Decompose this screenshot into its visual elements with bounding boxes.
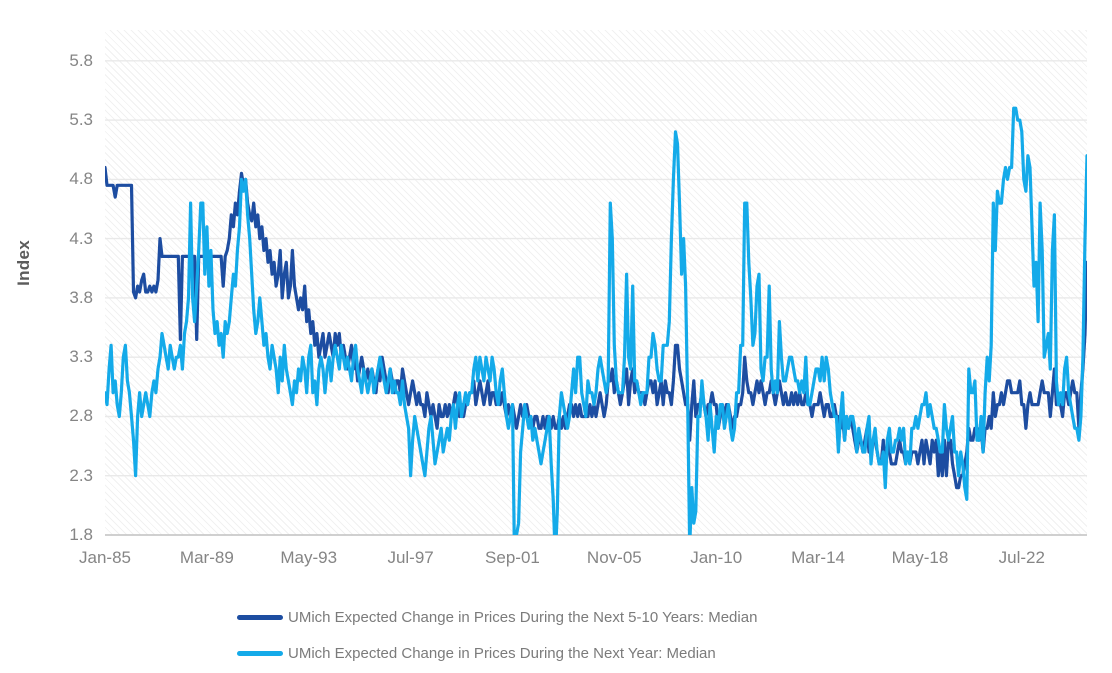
y-tick-label: 4.3 [69, 228, 93, 248]
y-tick-label: 1.8 [69, 525, 93, 544]
y-tick-label: 5.3 [69, 110, 93, 130]
legend: UMich Expected Change in Prices During t… [237, 603, 757, 673]
x-tick-label: Jul-97 [387, 548, 434, 567]
x-tick-label: Jan-85 [79, 548, 131, 567]
series-line-0 [105, 165, 1087, 490]
y-tick-label: 5.8 [69, 50, 93, 70]
legend-label: UMich Expected Change in Prices During t… [288, 608, 758, 626]
x-tick-label: May-93 [280, 548, 338, 567]
x-tick-label: Mar-89 [179, 548, 234, 567]
legend-line-light-blue [237, 650, 283, 656]
y-tick-label: 4.8 [69, 169, 93, 189]
legend-item-5-10-years: UMich Expected Change in Prices During t… [237, 603, 757, 631]
legend-label: UMich Expected Change in Prices During t… [288, 644, 716, 662]
x-tick-label: May-18 [891, 548, 949, 567]
legend-item-next-year: UMich Expected Change in Prices During t… [237, 639, 757, 667]
legend-line-dark-blue [237, 614, 283, 620]
series-line-1 [105, 106, 1087, 535]
x-tick-label: Mar-14 [791, 548, 845, 567]
x-tick-label: Jan-10 [690, 548, 743, 567]
x-tick-label: Nov-05 [586, 548, 642, 567]
x-tick-label: Sep-01 [485, 548, 540, 567]
y-axis-title: Index [14, 240, 33, 286]
y-tick-label: 3.8 [69, 287, 93, 307]
y-tick-label: 2.8 [69, 406, 93, 426]
x-tick-label: Jul-22 [998, 548, 1045, 567]
y-tick-label: 2.3 [69, 465, 93, 485]
y-tick-label: 3.3 [69, 347, 93, 367]
